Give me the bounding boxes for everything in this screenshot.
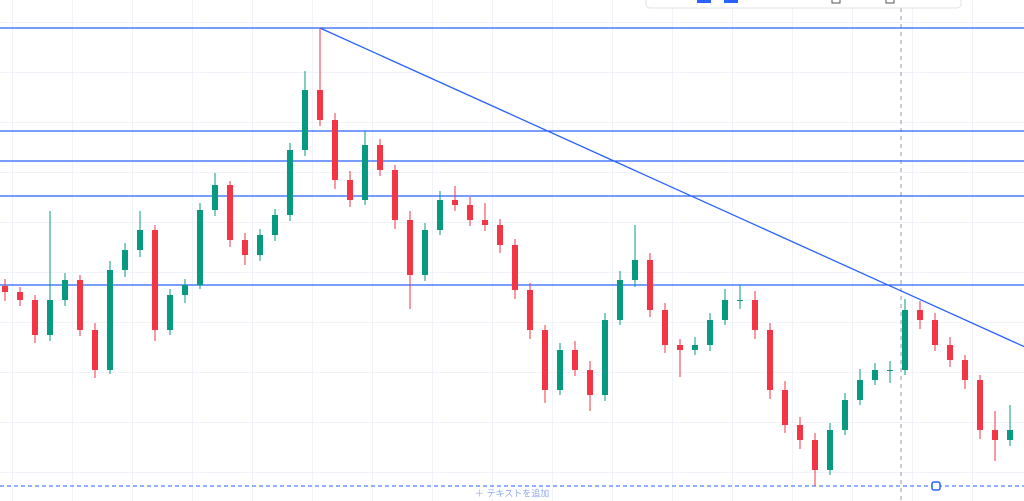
candle-body (1007, 430, 1013, 440)
candle-body (677, 345, 683, 350)
toolbar-box (645, 0, 962, 9)
candle-body (197, 210, 203, 285)
candle-body (602, 320, 608, 395)
candle-body (707, 320, 713, 345)
candle-body (122, 250, 128, 270)
candle-body (257, 235, 263, 255)
candle-body (977, 380, 983, 430)
candle-body (872, 370, 878, 380)
toolbar-icon[interactable] (885, 0, 895, 4)
candle-body (302, 90, 308, 150)
candle-body (452, 200, 458, 205)
candle-body (107, 270, 113, 370)
toolbar[interactable] (645, 0, 962, 9)
candle-body (2, 286, 8, 292)
candle-body (587, 370, 593, 395)
candle-body (992, 430, 998, 440)
candle-body (767, 330, 773, 390)
candle-body (797, 425, 803, 440)
candle-body (902, 310, 908, 370)
toolbar-icon[interactable] (697, 0, 711, 3)
candle-body (212, 185, 218, 210)
candle-body (827, 430, 833, 470)
add-text-button[interactable]: ＋ テキストを追加 (475, 488, 550, 500)
trend-line (319, 27, 1024, 348)
candle-body (287, 150, 293, 215)
candle-body (47, 300, 53, 335)
candle-body (32, 300, 38, 335)
candle-body (842, 400, 848, 430)
candle-body (272, 215, 278, 235)
candle-body (542, 330, 548, 390)
candle-body (332, 120, 338, 180)
candle-body (137, 230, 143, 250)
toolbar-icon[interactable] (724, 0, 738, 3)
candle-body (392, 170, 398, 220)
candle-body (857, 380, 863, 400)
candle-body (962, 360, 968, 380)
candle-body (512, 245, 518, 290)
candle-body (77, 280, 83, 330)
candle-body (887, 370, 893, 371)
candle-body (632, 260, 638, 280)
candle-body (152, 230, 158, 330)
candle-body (647, 260, 653, 310)
candle-body (932, 320, 938, 345)
candle-body (242, 240, 248, 255)
candle-body (437, 200, 443, 230)
candle-body (617, 280, 623, 320)
candle-body (557, 350, 563, 390)
candle-body (482, 220, 488, 225)
candle-body (752, 300, 758, 330)
candle-body (467, 205, 473, 220)
candle-body (782, 390, 788, 425)
candle-body (227, 185, 233, 240)
candle-body (167, 295, 173, 330)
candle-body (722, 300, 728, 320)
toolbar-icon[interactable] (831, 0, 841, 4)
candle-body (347, 180, 353, 200)
candle-body (317, 90, 323, 120)
candle-body (422, 230, 428, 275)
candle-body (17, 292, 23, 300)
candle-body (737, 300, 743, 301)
candle-body (407, 220, 413, 275)
candle-body (377, 145, 383, 170)
candle-body (917, 310, 923, 320)
candle-body (692, 345, 698, 350)
candle-body (947, 345, 953, 360)
candle-body (812, 440, 818, 470)
level-handle[interactable] (931, 481, 941, 491)
candle-body (497, 225, 503, 245)
candle-body (92, 330, 98, 370)
candle-body (572, 350, 578, 370)
candle-body (527, 290, 533, 330)
candle-body (662, 310, 668, 345)
candle-body (62, 280, 68, 300)
candle-body (362, 145, 368, 200)
candle-body (182, 285, 188, 295)
